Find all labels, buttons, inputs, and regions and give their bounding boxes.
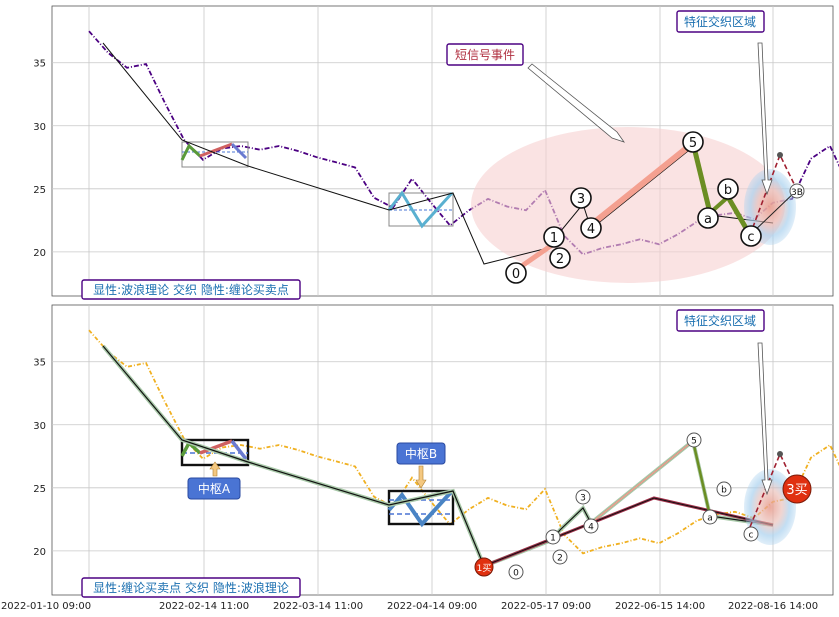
x-tick-label: 2022-04-14 09:00 bbox=[387, 601, 477, 612]
wave-label-circle bbox=[702, 509, 718, 525]
pivot-a-blue bbox=[230, 439, 248, 461]
y-tick-label: 20 bbox=[33, 248, 46, 259]
signal-ellipse bbox=[471, 127, 785, 283]
wave-label-circle bbox=[717, 178, 739, 200]
wave-label-circle bbox=[716, 481, 732, 497]
wave-peak-line bbox=[590, 440, 694, 524]
y-tick-label: 30 bbox=[33, 421, 46, 432]
wave-label-text: 0 bbox=[513, 569, 519, 579]
wave-label-text: 0 bbox=[512, 267, 520, 282]
pivot-a-red bbox=[199, 439, 233, 455]
wave-label-circle bbox=[552, 549, 568, 565]
wave-label-circle bbox=[583, 518, 599, 534]
wave-label-circle bbox=[682, 131, 704, 153]
wave-label-text: 4 bbox=[588, 523, 594, 533]
panel-label-text: 显性:缠论买卖点 交织 隐性:波浪理论 bbox=[93, 580, 289, 595]
panel-label-text: 显性:波浪理论 交织 隐性:缠论买卖点 bbox=[93, 282, 289, 297]
signal-arrow bbox=[527, 63, 626, 143]
forecast-peak-dot bbox=[777, 451, 783, 457]
zig-red bbox=[199, 142, 233, 158]
wave-label-text: 1 bbox=[550, 231, 558, 246]
c-to-3b-line bbox=[749, 189, 798, 236]
wave-label-text: a bbox=[707, 514, 713, 524]
zone-arrow bbox=[757, 342, 773, 496]
zone-annotation-box bbox=[676, 10, 765, 33]
wave-label-circle bbox=[545, 529, 561, 545]
pivot-box-1 bbox=[181, 141, 249, 168]
wave-label-text: b bbox=[724, 183, 732, 198]
zone-annotation-text: 特征交织区域 bbox=[684, 313, 756, 328]
y-tick-label: 25 bbox=[33, 185, 46, 196]
wave-label-circle bbox=[575, 489, 591, 505]
x-tick-label: 2022-01-10 09:00 bbox=[1, 601, 91, 612]
forecast-peak-dot bbox=[777, 152, 783, 158]
y-tick-label: 30 bbox=[33, 122, 46, 133]
pivot-a-label-box bbox=[187, 477, 241, 500]
wave-label-circle bbox=[505, 262, 527, 284]
wave-label-circle bbox=[743, 526, 759, 542]
zig-green bbox=[180, 143, 202, 161]
interlace-glow bbox=[744, 169, 796, 245]
x-tick-label: 2022-05-17 09:00 bbox=[501, 601, 591, 612]
signal-annotation-text: 短信号事件 bbox=[455, 48, 515, 62]
x-tick-label: 2022-06-15 14:00 bbox=[615, 601, 705, 612]
y-tick-label: 35 bbox=[33, 59, 46, 70]
buy3-label: 3买 bbox=[786, 483, 807, 498]
forecast-dashed bbox=[749, 152, 798, 236]
bottom-panel: 20 25 30 35 0 12 3 4 5 a b c 中枢A 中枢B 1买 3买 特征交织区域显性:缠论买卖… bbox=[33, 304, 839, 598]
wave-label-circle bbox=[570, 187, 592, 209]
wave-label-circle bbox=[740, 225, 762, 247]
y-tick-label: 20 bbox=[33, 547, 46, 558]
zig-pivot2 bbox=[387, 190, 454, 229]
wave-label-circle bbox=[508, 564, 524, 580]
wave-label-circle bbox=[549, 247, 571, 269]
signal-annotation-box bbox=[446, 43, 524, 66]
y-tick-label: 25 bbox=[33, 484, 46, 495]
label-3b-text: 3B bbox=[791, 188, 803, 198]
zone-annotation-box bbox=[676, 309, 765, 332]
pivot-b-label-box bbox=[396, 442, 446, 465]
x-tick-label: 2022-08-16 14:00 bbox=[728, 601, 818, 612]
wave-label-circle bbox=[697, 207, 719, 229]
x-tick-label: 2022-03-14 11:00 bbox=[273, 601, 363, 612]
buy1-marker bbox=[474, 557, 494, 577]
wave-label-text: 3 bbox=[577, 192, 585, 207]
panel-label-box bbox=[81, 577, 301, 598]
wave-label-text: 2 bbox=[557, 554, 563, 564]
wave-label-text: c bbox=[747, 230, 754, 245]
pivot-b-arrow bbox=[415, 465, 427, 489]
zig-blue bbox=[230, 142, 248, 160]
pivot-b-label: 中枢B bbox=[405, 446, 437, 461]
wave-label-text: 5 bbox=[691, 437, 697, 447]
wave-label-circle bbox=[686, 432, 702, 448]
wave-label-text: 1 bbox=[550, 534, 556, 544]
label-3b-circle bbox=[789, 183, 805, 199]
pivot-a-label: 中枢A bbox=[198, 481, 231, 496]
wave-seg-45 bbox=[589, 140, 695, 228]
zone-annotation-text: 特征交织区域 bbox=[684, 14, 756, 29]
wave-seg-5a bbox=[690, 142, 713, 214]
pivot-a-arrow bbox=[209, 461, 221, 477]
wave-label-text: 4 bbox=[587, 222, 595, 237]
wave-label-text: a bbox=[704, 212, 712, 227]
wave-label-text: c bbox=[749, 531, 754, 541]
wave-label-text: 2 bbox=[556, 252, 564, 267]
wave-label-text: 5 bbox=[689, 136, 697, 151]
wave-label-circle bbox=[580, 217, 602, 239]
dark-red-inner bbox=[483, 497, 774, 567]
wave-label-text: 3 bbox=[580, 494, 586, 504]
panel-label-box bbox=[81, 279, 301, 300]
zone-arrow bbox=[757, 42, 773, 196]
wave-label-text: b bbox=[721, 486, 727, 496]
buy3-marker bbox=[782, 474, 812, 504]
x-axis: 2022-01-10 09:00 2022-02-14 11:00 2022-03-… bbox=[1, 601, 818, 612]
buy1-label: 1买 bbox=[477, 563, 492, 574]
y-tick-label: 35 bbox=[33, 358, 46, 369]
wave-label-circle bbox=[543, 226, 565, 248]
x-tick-label: 2022-02-14 11:00 bbox=[159, 601, 249, 612]
wave-seg-5a bbox=[691, 440, 712, 517]
